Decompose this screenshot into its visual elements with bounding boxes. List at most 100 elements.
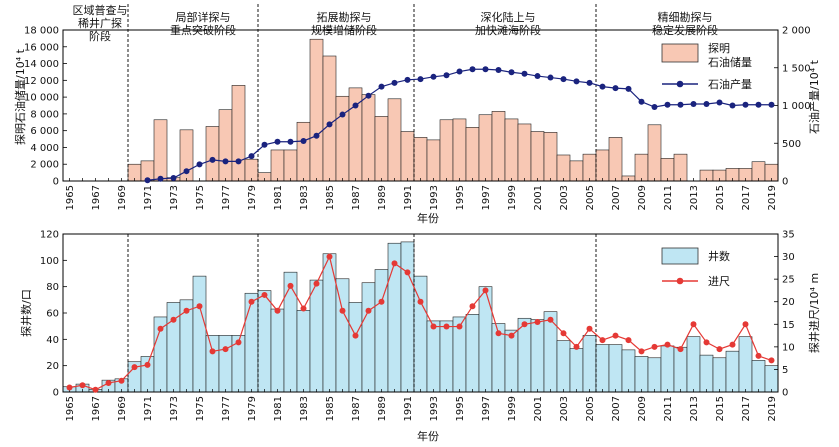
top-point-1991 — [404, 76, 411, 83]
top-point-1986 — [339, 111, 346, 118]
top-xtick-label-14: 1993 — [429, 185, 440, 210]
top-point-1989 — [378, 83, 385, 90]
bottom-xtick-label-27: 2019 — [767, 396, 778, 421]
bottom-bar-1977 — [218, 335, 233, 393]
bottom-point-2019 — [768, 357, 775, 364]
top-xtick-label-15: 1995 — [455, 185, 466, 210]
top-legend-reserves-label-2: 石油储量 — [708, 55, 752, 69]
top-point-1988 — [365, 92, 372, 99]
bottom-bar-2011 — [660, 345, 675, 393]
bottom-point-1973 — [170, 316, 177, 323]
top-point-2001 — [534, 73, 541, 80]
bottom-bar-1975 — [192, 275, 207, 393]
top-point-1981 — [274, 138, 281, 145]
top-xtick-label-12: 1989 — [377, 185, 388, 210]
bottom-point-2001 — [534, 319, 541, 326]
top-ytick-left-label-1: 2 000 — [30, 160, 59, 171]
top-ytick-left-label-2: 4 000 — [30, 143, 59, 154]
bottom-legend-wells-swatch — [661, 247, 699, 265]
bottom-xtick-label-6: 1977 — [221, 396, 232, 421]
top-xtick-label-16: 1997 — [481, 185, 492, 210]
top-legend-production-marker — [676, 80, 684, 88]
top-bar-1991 — [400, 131, 415, 182]
bottom-xtick-label-19: 2003 — [559, 396, 570, 421]
top-point-1984 — [313, 132, 320, 139]
top-ytick-left-label-6: 12 000 — [24, 76, 59, 87]
bottom-xtick-label-7: 1979 — [247, 396, 258, 421]
bottom-bar-2015 — [712, 357, 727, 393]
bottom-bar-1987 — [348, 302, 363, 393]
bottom-xtick-label-8: 1981 — [273, 396, 284, 421]
bottom-point-1996 — [469, 303, 476, 310]
bottom-xlabel: 年份 — [417, 429, 439, 443]
top-point-2012 — [677, 101, 684, 108]
top-point-1974 — [183, 168, 190, 175]
bottom-bar-1991 — [400, 241, 415, 393]
bottom-bar-1986 — [335, 278, 350, 393]
bottom-bar-2010 — [647, 357, 662, 393]
bottom-point-1966 — [79, 382, 86, 389]
bottom-legend-footage-marker — [676, 277, 684, 285]
bottom-ytick-left-label-4: 80 — [46, 282, 59, 293]
bottom-point-1997 — [482, 287, 489, 294]
top-bar-2011 — [660, 158, 675, 182]
top-xtick-label-1: 1967 — [91, 185, 102, 210]
top-point-2013 — [690, 100, 697, 107]
top-bar-2003 — [556, 154, 571, 182]
top-bar-1978 — [231, 85, 246, 182]
top-xtick-label-8: 1981 — [273, 185, 284, 210]
bottom-ytick-right-label-1: 5 — [782, 365, 788, 376]
bottom-bar-2000 — [517, 317, 532, 393]
top-bar-1983 — [296, 121, 311, 182]
bottom-ytick-left-label-2: 40 — [46, 335, 59, 346]
bottom-point-1986 — [339, 307, 346, 314]
stage-5-label: 精细勘探与稳定发展阶段 — [652, 11, 718, 37]
top-bar-1996 — [465, 127, 480, 182]
top-bar-2009 — [634, 153, 649, 182]
top-xtick-label-3: 1971 — [143, 185, 154, 210]
bottom-bar-1999 — [504, 329, 519, 393]
bottom-bar-2013 — [686, 336, 701, 393]
bottom-point-2007 — [612, 332, 619, 339]
top-point-2010 — [651, 104, 658, 111]
bottom-bar-2003 — [556, 340, 571, 393]
bottom-point-1990 — [391, 260, 398, 267]
top-ytick-right-label-4: 2 000 — [782, 26, 811, 37]
top-point-2015 — [716, 99, 723, 106]
bottom-xtick-label-17: 1999 — [507, 396, 518, 421]
top-point-1977 — [222, 158, 229, 165]
bottom-xtick-label-13: 1991 — [403, 396, 414, 421]
top-ytick-right-label-1: 500 — [782, 139, 801, 150]
bottom-point-1995 — [456, 323, 463, 330]
top-xtick-label-0: 1965 — [65, 185, 76, 210]
bottom-point-2004 — [573, 343, 580, 350]
top-point-1982 — [287, 138, 294, 145]
bottom-bar-1997 — [478, 286, 493, 393]
bottom-xtick-label-24: 2013 — [689, 396, 700, 421]
top-bar-2012 — [673, 153, 688, 182]
bottom-xtick-label-14: 1993 — [429, 396, 440, 421]
bottom-point-2010 — [651, 343, 658, 350]
top-bar-1997 — [478, 114, 493, 182]
bottom-ylabel-left: 探井数/口 — [19, 289, 33, 337]
top-bar-1976 — [205, 126, 220, 182]
bottom-point-2008 — [625, 337, 632, 344]
top-ytick-left-label-9: 18 000 — [24, 26, 59, 37]
top-xtick-label-24: 2013 — [689, 185, 700, 210]
bottom-point-1983 — [300, 305, 307, 312]
bottom-point-1993 — [430, 323, 437, 330]
top-point-1990 — [391, 79, 398, 86]
bottom-xtick-label-1: 1967 — [91, 396, 102, 421]
top-xtick-label-18: 2001 — [533, 185, 544, 210]
bottom-bar-1993 — [426, 320, 441, 393]
bottom-xtick-label-20: 2005 — [585, 396, 596, 421]
bottom-bar-1996 — [465, 314, 480, 393]
bottom-xtick-label-23: 2011 — [663, 396, 674, 421]
top-bar-2000 — [517, 123, 532, 182]
top-point-1995 — [456, 68, 463, 75]
bottom-xtick-label-12: 1989 — [377, 396, 388, 421]
bottom-ytick-right-label-2: 10 — [782, 342, 795, 353]
top-bar-1999 — [504, 118, 519, 182]
top-bar-1982 — [283, 149, 298, 182]
top-point-1979 — [248, 153, 255, 160]
